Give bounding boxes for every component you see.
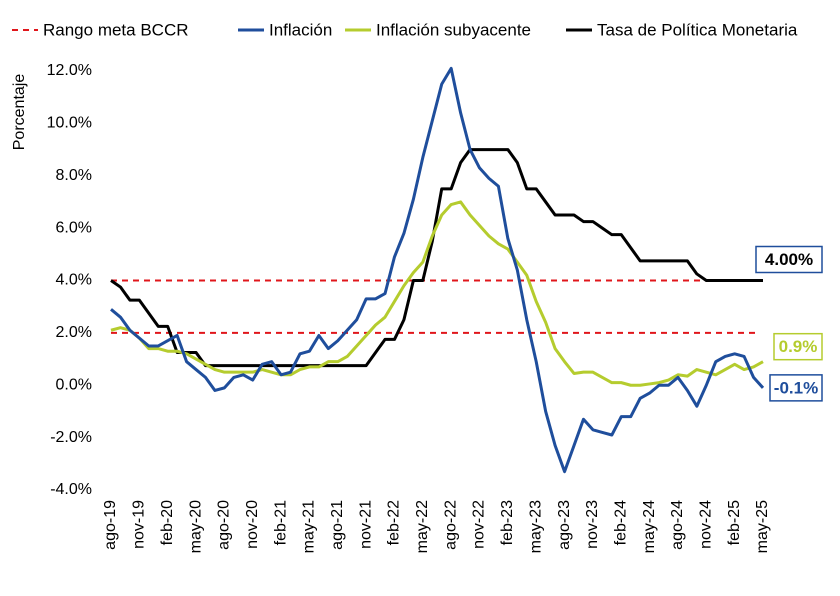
y-tick-label: 12.0% bbox=[47, 62, 92, 79]
x-tick-label: nov-24 bbox=[698, 500, 715, 549]
x-tick-label: may-24 bbox=[641, 500, 658, 553]
legend-label: Inflación subyacente bbox=[376, 20, 531, 39]
x-tick-label: nov-22 bbox=[471, 500, 488, 549]
series-line bbox=[110, 66, 765, 474]
y-tick-label: 0.0% bbox=[56, 376, 92, 393]
x-tick-label: feb-25 bbox=[726, 500, 743, 545]
legend-label: Rango meta BCCR bbox=[43, 20, 189, 39]
value-label: -0.1% bbox=[774, 378, 818, 397]
value-label-box bbox=[773, 332, 823, 361]
x-tick-label: feb-23 bbox=[499, 500, 516, 545]
x-tick-label: may-23 bbox=[527, 500, 544, 553]
series-line bbox=[110, 148, 763, 368]
x-tick-label: may-21 bbox=[301, 500, 318, 553]
value-label: 4.00% bbox=[765, 250, 813, 269]
x-tick-label: ago-21 bbox=[329, 500, 346, 550]
y-tick-label: 4.0% bbox=[56, 272, 92, 289]
x-tick-label: feb-22 bbox=[386, 500, 403, 545]
y-tick-label: 2.0% bbox=[56, 324, 92, 341]
x-tick-label: nov-20 bbox=[244, 500, 261, 549]
legend-label: Inflación bbox=[269, 20, 332, 39]
x-tick-label: nov-23 bbox=[584, 500, 601, 549]
value-label-box bbox=[769, 374, 823, 402]
x-tick-label: may-20 bbox=[187, 500, 204, 553]
x-tick-label: ago-24 bbox=[669, 500, 686, 550]
y-tick-label: 10.0% bbox=[47, 115, 92, 132]
x-tick-label: may-22 bbox=[414, 500, 431, 553]
legend-label: Tasa de Política Monetaria bbox=[597, 20, 798, 39]
x-tick-label: feb-20 bbox=[159, 500, 176, 545]
x-tick-label: ago-19 bbox=[102, 500, 119, 550]
y-tick-label: -4.0% bbox=[50, 481, 92, 498]
y-tick-label: -2.0% bbox=[50, 429, 92, 446]
y-tick-label: 8.0% bbox=[56, 167, 92, 184]
x-tick-label: ago-23 bbox=[556, 500, 573, 550]
value-label-box bbox=[755, 245, 823, 274]
x-tick-label: ago-20 bbox=[216, 500, 233, 550]
x-tick-label: feb-21 bbox=[272, 500, 289, 545]
x-tick-label: may-25 bbox=[754, 500, 771, 553]
x-tick-label: nov-21 bbox=[357, 500, 374, 549]
x-tick-label: nov-19 bbox=[131, 500, 148, 549]
y-tick-label: 6.0% bbox=[56, 219, 92, 236]
x-tick-label: ago-22 bbox=[442, 500, 459, 550]
x-tick-label: feb-24 bbox=[612, 500, 629, 545]
y-axis-label: Porcentaje bbox=[11, 74, 28, 151]
series-line bbox=[110, 200, 764, 387]
value-label: 0.9% bbox=[779, 337, 818, 356]
